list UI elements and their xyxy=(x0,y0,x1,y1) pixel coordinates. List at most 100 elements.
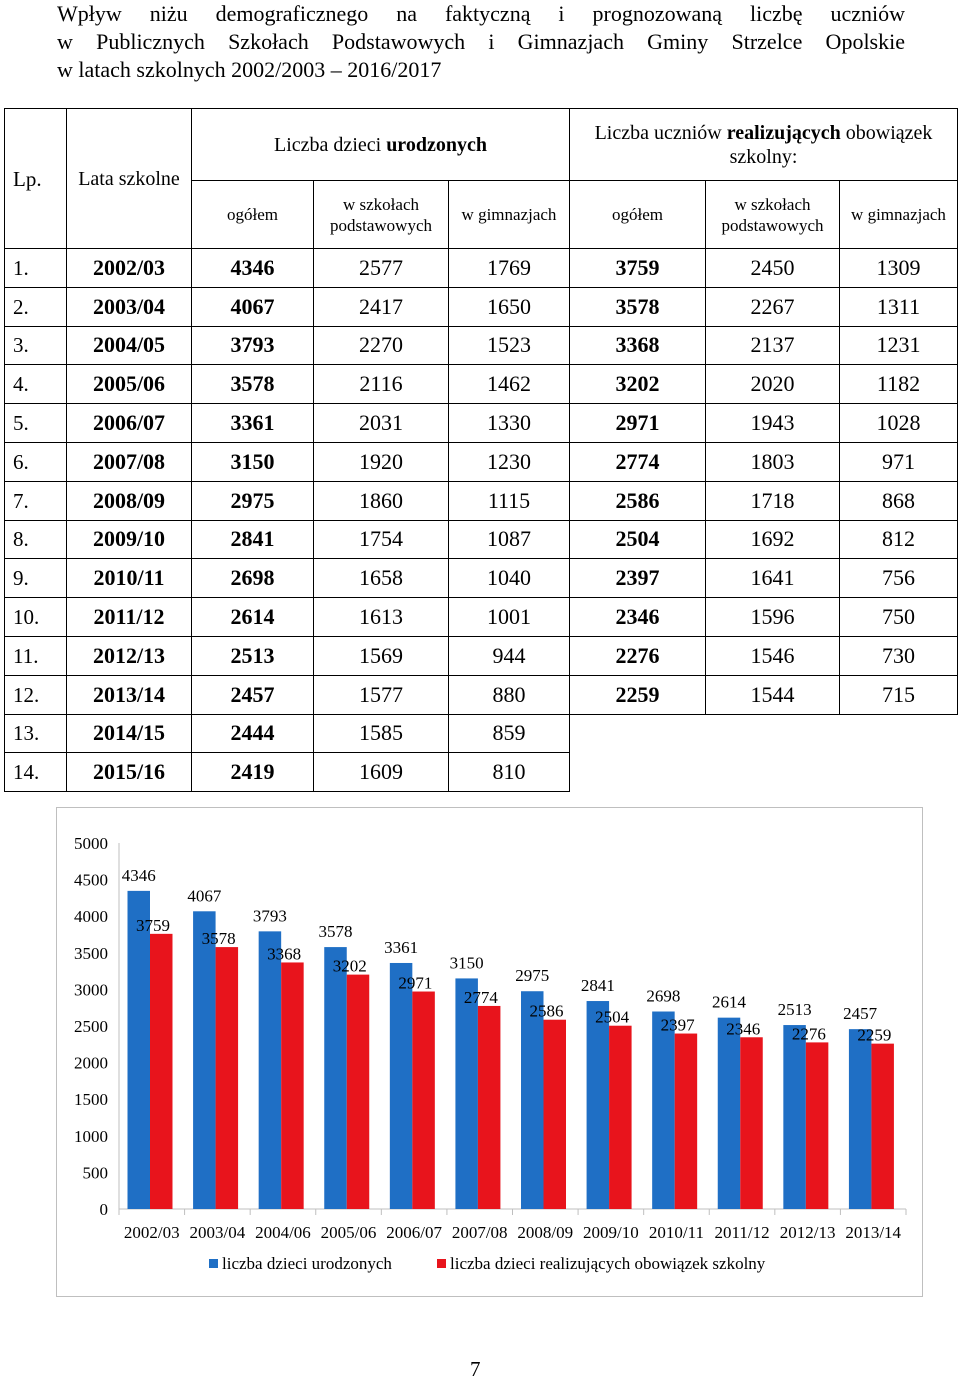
bar-students xyxy=(871,1043,894,1209)
table-row: 1. 2002/03 4346 2577 1769 3759 2450 1309 xyxy=(4,248,958,288)
table-cell: 2444 xyxy=(191,713,314,754)
table-cell: 6. xyxy=(4,441,67,482)
table-cell: 1650 xyxy=(448,286,570,327)
legend-swatch xyxy=(209,1259,218,1268)
table-cell: 859 xyxy=(448,713,570,754)
table-cell: 1577 xyxy=(313,674,449,715)
table-cell: 4067 xyxy=(191,286,314,327)
table-cell: 1613 xyxy=(313,597,449,637)
x-tick-label: 2009/10 xyxy=(583,1223,639,1242)
table-row: 4. 2005/06 3578 2116 1462 3202 2020 1182 xyxy=(4,364,958,405)
bar-students xyxy=(543,1019,566,1209)
data-label: 3578 xyxy=(202,929,236,948)
bar-chart-svg: 0 500 1000 1500 2000 2500 3000 3500 4000 4500 5000… xyxy=(74,834,907,1273)
header-students-primary: w szkołach podstawowych xyxy=(705,180,840,249)
data-label: 2975 xyxy=(515,966,549,985)
table-cell: 2011/12 xyxy=(66,597,192,637)
y-tick-label: 2500 xyxy=(74,1017,108,1036)
header-born-total: ogółem xyxy=(191,180,314,249)
table-cell: 13. xyxy=(4,713,67,754)
data-label: 2457 xyxy=(843,1004,878,1023)
data-label: 3368 xyxy=(267,944,301,963)
bar-chart: 0 500 1000 1500 2000 2500 3000 3500 4000 4500 5000… xyxy=(56,807,923,1297)
table-cell: 1569 xyxy=(313,635,449,676)
table-cell: 3150 xyxy=(191,441,314,482)
y-tick-label: 3500 xyxy=(74,944,108,963)
table-cell: 2013/14 xyxy=(66,674,192,715)
y-tick-label: 500 xyxy=(83,1163,109,1182)
table-cell: 3759 xyxy=(569,248,706,288)
table-cell: 2504 xyxy=(569,519,706,560)
title-line-2: w Publicznych Szkołach Podstawowych i Gi… xyxy=(57,29,905,54)
table-cell: 1718 xyxy=(705,480,840,521)
table-cell: 10. xyxy=(4,597,67,637)
table-cell: 868 xyxy=(839,480,958,521)
table-cell: 2002/03 xyxy=(66,248,192,288)
table-cell: 4. xyxy=(4,364,67,405)
data-label: 2259 xyxy=(857,1026,891,1045)
bar-born xyxy=(783,1025,806,1209)
student-count-table: Lp. Lata szkolne Liczba dzieci urodzonyc… xyxy=(4,108,958,793)
table-cell: 3368 xyxy=(569,325,706,366)
table-cell: 730 xyxy=(839,635,958,676)
table-cell: 812 xyxy=(839,519,958,560)
table-cell: 1087 xyxy=(448,519,570,560)
table-cell: 1769 xyxy=(448,248,570,288)
table-cell: 2586 xyxy=(569,480,706,521)
header-students-total: ogółem xyxy=(569,180,706,249)
x-tick-label: 2003/04 xyxy=(190,1223,246,1242)
header-students: Liczba uczniów realizujących obowiązek s… xyxy=(569,108,958,181)
table-row: 11. 2012/13 2513 1569 944 2276 1546 730 xyxy=(4,635,958,676)
table-cell: 11. xyxy=(4,635,67,676)
table-cell: 750 xyxy=(839,597,958,637)
table-cell: 2003/04 xyxy=(66,286,192,327)
empty-cell xyxy=(840,753,958,792)
data-label: 2504 xyxy=(595,1008,630,1027)
bar-born xyxy=(848,1029,872,1209)
data-label: 4067 xyxy=(187,886,222,905)
table-cell: 2005/06 xyxy=(66,364,192,405)
data-label: 2276 xyxy=(792,1024,826,1043)
table-cell: 1523 xyxy=(448,325,570,366)
table-row: 7. 2008/09 2975 1860 1115 2586 1718 868 xyxy=(4,480,958,521)
table-cell: 1860 xyxy=(313,480,449,521)
data-label: 2397 xyxy=(661,1016,696,1035)
table-cell: 2450 xyxy=(705,248,840,288)
table-cell: 2010/11 xyxy=(66,558,192,599)
table-cell: 9. xyxy=(4,558,67,599)
bar-students xyxy=(215,947,239,1209)
table-cell: 1231 xyxy=(839,325,958,366)
table-cell: 1585 xyxy=(313,713,449,754)
table-cell: 2031 xyxy=(313,403,449,443)
header-born-primary: w szkołach podstawowych xyxy=(313,180,449,249)
x-tick-label: 2006/07 xyxy=(386,1223,442,1242)
header-born: Liczba dzieci urodzonych xyxy=(191,108,570,181)
document-title: Wpływ niżu demograficznego na faktyczną … xyxy=(57,0,905,84)
bar-born xyxy=(521,991,544,1209)
table-cell: 7. xyxy=(4,480,67,521)
data-label: 3150 xyxy=(450,953,484,972)
bar-students xyxy=(740,1037,763,1209)
table-cell: 1544 xyxy=(705,674,840,715)
table-row: 5. 2006/07 3361 2031 1330 2971 1943 1028 xyxy=(4,403,958,443)
y-tick-label: 2000 xyxy=(74,1054,108,1073)
header-students-gym: w gimnazjach xyxy=(839,180,958,249)
table-row: 10. 2011/12 2614 1613 1001 2346 1596 750 xyxy=(4,597,958,637)
bar-born xyxy=(586,1001,610,1209)
y-tick-label: 1000 xyxy=(74,1127,108,1146)
bar-students xyxy=(674,1033,698,1209)
table-cell: 1658 xyxy=(313,558,449,599)
x-tick-label: 2005/06 xyxy=(321,1223,377,1242)
x-tick-label: 2012/13 xyxy=(780,1223,836,1242)
title-line-1: Wpływ niżu demograficznego na faktyczną … xyxy=(57,1,905,26)
table-cell: 2397 xyxy=(569,558,706,599)
table-row: 8. 2009/10 2841 1754 1087 2504 1692 812 xyxy=(4,519,958,560)
table-cell: 2971 xyxy=(569,403,706,443)
table-cell: 2259 xyxy=(569,674,706,715)
table-cell: 2015/16 xyxy=(66,752,192,793)
bar-born xyxy=(193,911,216,1209)
data-label: 3793 xyxy=(253,906,287,925)
header-school-years: Lata szkolne xyxy=(66,108,192,249)
table-row: 14. 2015/16 2419 1609 810 xyxy=(4,752,958,793)
data-label: 2698 xyxy=(646,987,680,1006)
